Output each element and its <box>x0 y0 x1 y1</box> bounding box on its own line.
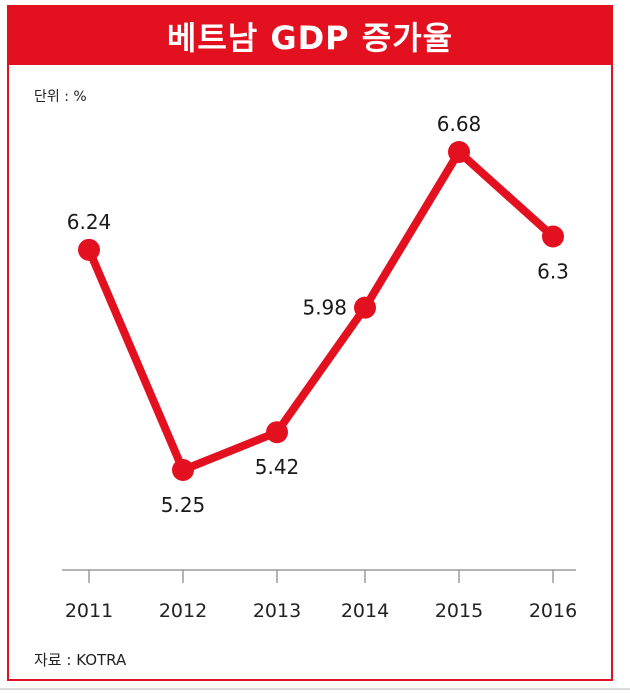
data-point <box>542 225 564 248</box>
data-point <box>448 141 470 163</box>
data-point <box>172 459 194 481</box>
data-label: 6.24 <box>67 210 112 234</box>
x-tick-label: 2013 <box>253 600 301 622</box>
data-label: 6.68 <box>437 112 482 136</box>
x-tick-label: 2012 <box>159 600 207 622</box>
bottom-divider <box>0 688 630 690</box>
data-point <box>78 238 100 261</box>
x-tick-label: 2015 <box>435 600 483 622</box>
data-label: 5.42 <box>255 455 300 479</box>
chart-title: 베트남 GDP 증가율 <box>166 19 454 57</box>
title-bar: 베트남 GDP 증가율 <box>9 7 611 65</box>
data-point <box>354 296 376 319</box>
data-label: 5.25 <box>161 493 206 517</box>
data-point <box>266 421 288 444</box>
x-tick-label: 2016 <box>529 600 577 622</box>
x-tick-label: 2014 <box>341 600 389 622</box>
data-label: 5.98 <box>302 296 347 320</box>
chart-frame: 베트남 GDP 증가율 단위 : % 자료 : KOTRA <box>7 5 613 681</box>
source-note: 자료 : KOTRA <box>34 651 127 669</box>
x-tick-label: 2011 <box>65 600 113 622</box>
series-line <box>85 148 557 474</box>
unit-note: 단위 : % <box>34 89 87 105</box>
data-label: 6.3 <box>537 260 569 284</box>
